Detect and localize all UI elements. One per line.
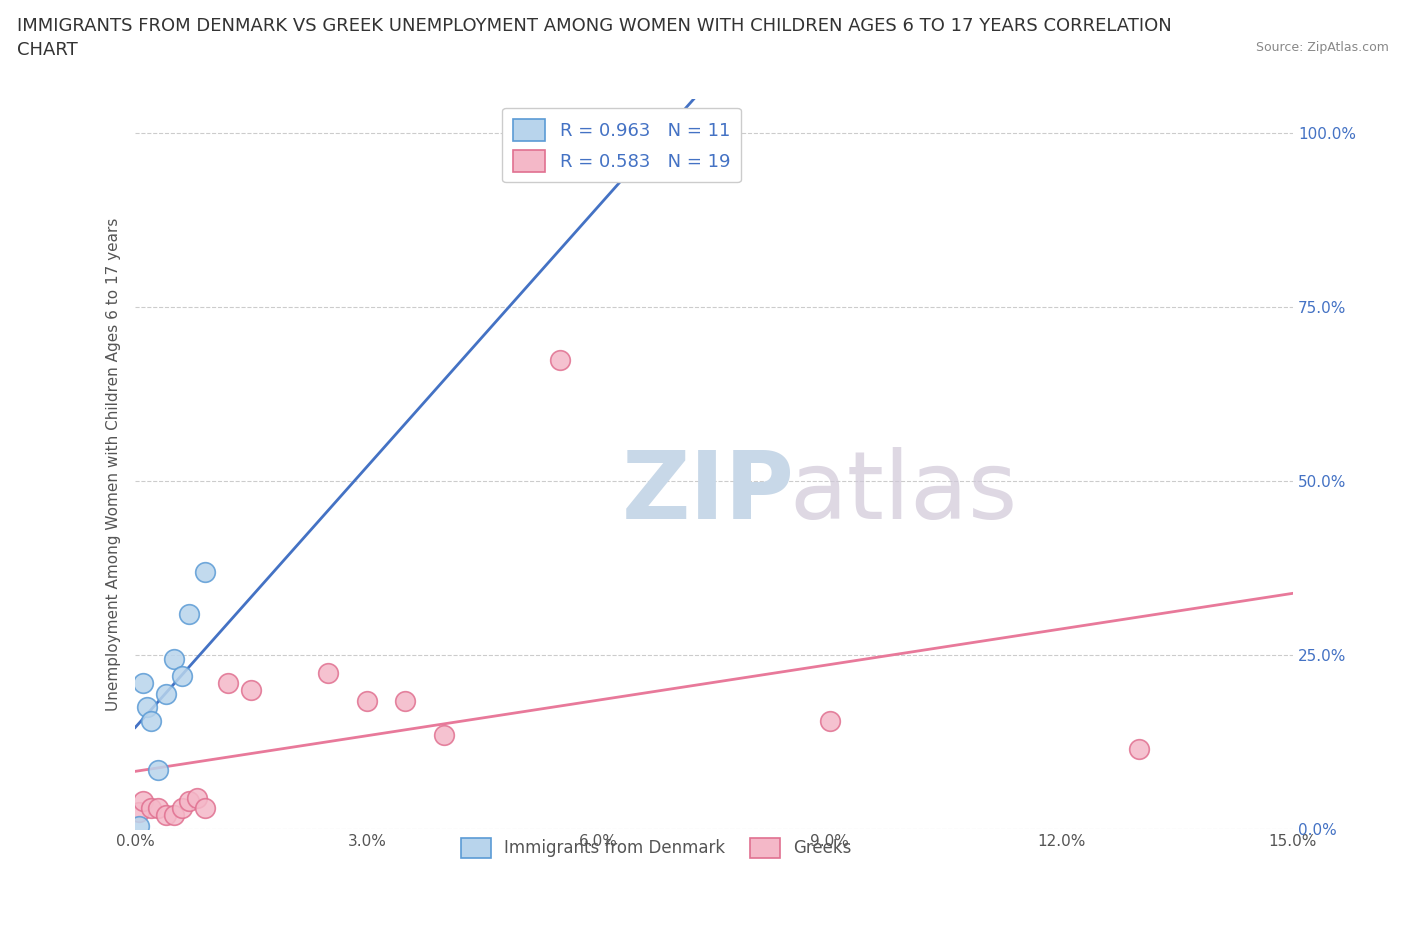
- Point: [132, 794, 155, 809]
- Text: CHART: CHART: [17, 41, 77, 59]
- Point: [179, 794, 201, 809]
- Point: [433, 728, 456, 743]
- Point: [194, 565, 217, 579]
- Point: [163, 651, 186, 666]
- Point: [155, 686, 177, 701]
- Point: [155, 808, 177, 823]
- Point: [135, 700, 157, 715]
- Point: [818, 714, 841, 729]
- Point: [1128, 742, 1150, 757]
- Text: IMMIGRANTS FROM DENMARK VS GREEK UNEMPLOYMENT AMONG WOMEN WITH CHILDREN AGES 6 T: IMMIGRANTS FROM DENMARK VS GREEK UNEMPLO…: [17, 17, 1171, 34]
- Point: [139, 714, 162, 729]
- Point: [132, 676, 155, 691]
- Point: [179, 606, 201, 621]
- Point: [316, 665, 339, 680]
- Point: [170, 801, 193, 816]
- Point: [139, 801, 162, 816]
- Point: [186, 790, 208, 805]
- Point: [148, 763, 170, 777]
- Point: [548, 352, 571, 367]
- Point: [128, 804, 150, 819]
- Point: [240, 683, 263, 698]
- Point: [148, 801, 170, 816]
- Point: [194, 801, 217, 816]
- Text: Source: ZipAtlas.com: Source: ZipAtlas.com: [1256, 41, 1389, 54]
- Point: [356, 693, 378, 708]
- Point: [128, 818, 150, 833]
- Text: atlas: atlas: [789, 447, 1018, 539]
- Point: [170, 669, 193, 684]
- Legend: Immigrants from Denmark, Greeks: Immigrants from Denmark, Greeks: [454, 831, 859, 865]
- Point: [163, 808, 186, 823]
- Point: [217, 676, 239, 691]
- Text: ZIP: ZIP: [621, 447, 794, 539]
- Y-axis label: Unemployment Among Women with Children Ages 6 to 17 years: Unemployment Among Women with Children A…: [107, 218, 121, 711]
- Point: [648, 143, 671, 158]
- Point: [394, 693, 416, 708]
